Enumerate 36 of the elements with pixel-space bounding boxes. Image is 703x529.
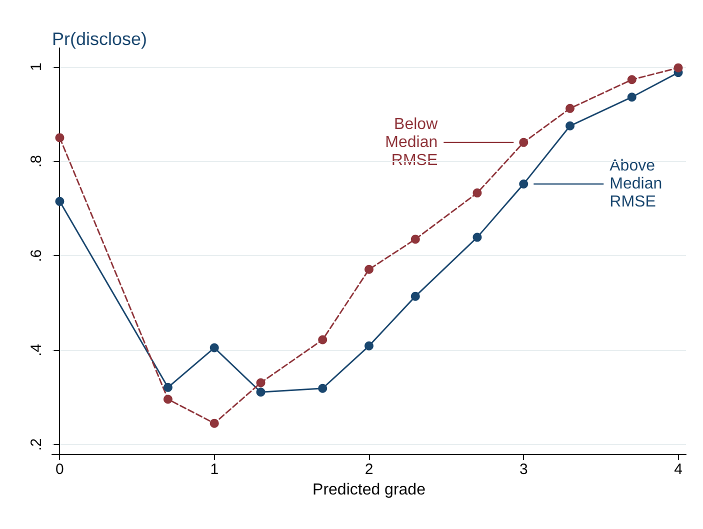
y-tick-label: .2 xyxy=(28,438,45,451)
point xyxy=(55,196,64,206)
point xyxy=(472,188,482,198)
y-tick-label: .8 xyxy=(28,155,45,168)
point xyxy=(163,382,172,392)
x-tick-label: 4 xyxy=(674,461,682,478)
point xyxy=(364,341,374,350)
point xyxy=(318,384,328,393)
point xyxy=(566,104,575,113)
x-tick-label: 2 xyxy=(364,461,374,478)
point xyxy=(627,92,636,102)
point xyxy=(627,75,636,84)
y-tick-label: 1 xyxy=(28,62,45,72)
point xyxy=(519,179,528,188)
point xyxy=(364,264,374,274)
point xyxy=(55,133,64,142)
y-tick-label: .6 xyxy=(28,249,45,262)
point xyxy=(410,234,420,244)
legend-label: Above Median RMSE xyxy=(610,157,662,210)
point xyxy=(318,335,328,344)
x-tick-label: 0 xyxy=(56,461,64,478)
point xyxy=(256,378,266,388)
point xyxy=(210,343,219,352)
point xyxy=(410,292,420,301)
point xyxy=(519,138,528,147)
point xyxy=(674,63,683,72)
point xyxy=(472,232,482,242)
point xyxy=(256,388,266,397)
point xyxy=(566,121,575,130)
point xyxy=(163,394,172,404)
point xyxy=(210,418,219,428)
y-tick-label: .4 xyxy=(28,344,45,356)
x-axis-title: Predicted grade xyxy=(312,482,426,498)
x-tick-label: 3 xyxy=(519,461,528,478)
y-axis-title: Pr(disclose) xyxy=(52,29,148,49)
x-tick-label: 1 xyxy=(210,461,219,478)
